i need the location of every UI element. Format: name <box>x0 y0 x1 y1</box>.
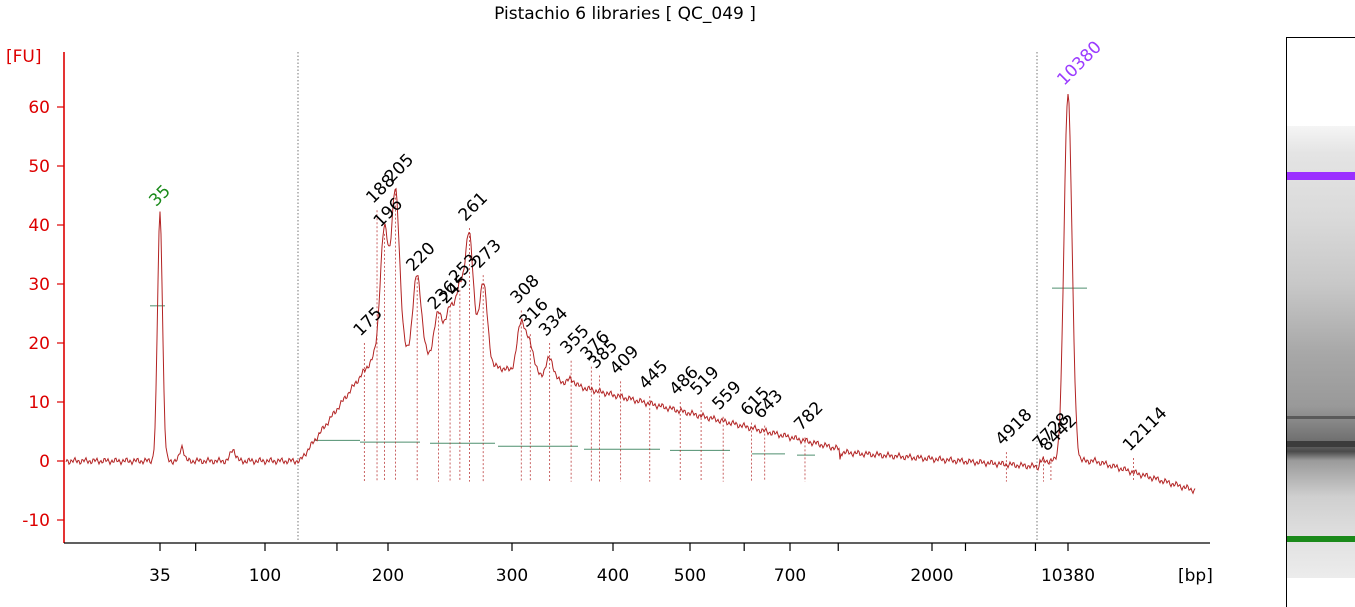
gel-band <box>1287 416 1355 419</box>
axes <box>57 52 1210 551</box>
y-tick-label: 30 <box>28 275 50 295</box>
baseline-segments <box>150 189 1134 482</box>
gel-lane <box>1287 126 1355 578</box>
x-tick-label: 10380 <box>1041 566 1095 586</box>
peak-label: 445 <box>635 357 672 394</box>
chart-title: Pistachio 6 libraries [ QC_049 ] <box>494 4 756 24</box>
x-tick-label: 2000 <box>910 566 953 586</box>
y-tick-label: 0 <box>39 452 50 472</box>
electropherogram-trace <box>65 94 1196 495</box>
gel-image <box>1286 37 1355 607</box>
x-tick-label: 700 <box>774 566 806 586</box>
x-tick-label: 200 <box>372 566 404 586</box>
peak-label: 220 <box>403 239 440 276</box>
gel-dark-band <box>1287 441 1355 447</box>
lower-marker-band <box>1287 536 1355 542</box>
upper-marker-band <box>1287 172 1355 180</box>
y-tick-label: 20 <box>28 334 50 354</box>
y-tick-label: 60 <box>28 98 50 118</box>
peak-label: 175 <box>350 303 387 340</box>
y-axis-label: [FU] <box>6 47 42 67</box>
y-tick-label: 50 <box>28 157 50 177</box>
x-tick-label: 300 <box>496 566 528 586</box>
peak-labels: 3510380175188196205220236245253261273308… <box>145 37 1171 455</box>
x-tick-label: 400 <box>597 566 629 586</box>
y-tick-label: 40 <box>28 216 50 236</box>
gel-lane-smear <box>1287 126 1355 578</box>
peak-label: 12114 <box>1119 403 1171 455</box>
x-axis-tick-labels: 35 100 200 300 400 500 700 2000 10380 <box>149 566 1095 586</box>
peak-label: 4918 <box>992 405 1037 450</box>
x-axis-label: [bp] <box>1178 566 1213 586</box>
y-axis-tick-labels: -10 0 10 20 30 40 50 60 <box>22 98 50 531</box>
peak-label: 261 <box>455 188 492 225</box>
peak-label: 10380 <box>1053 37 1105 89</box>
x-tick-label: 35 <box>149 566 171 586</box>
grid-lines <box>297 52 1038 540</box>
electropherogram-chart: -10 0 10 20 30 40 50 60 35 100 200 300 400 500 700 200… <box>6 37 1213 586</box>
y-tick-label: -10 <box>22 511 50 531</box>
peak-label: 35 <box>145 181 174 210</box>
x-tick-label: 100 <box>249 566 281 586</box>
y-tick-label: 10 <box>28 393 50 413</box>
peak-label: 782 <box>790 398 827 435</box>
x-tick-label: 500 <box>674 566 706 586</box>
